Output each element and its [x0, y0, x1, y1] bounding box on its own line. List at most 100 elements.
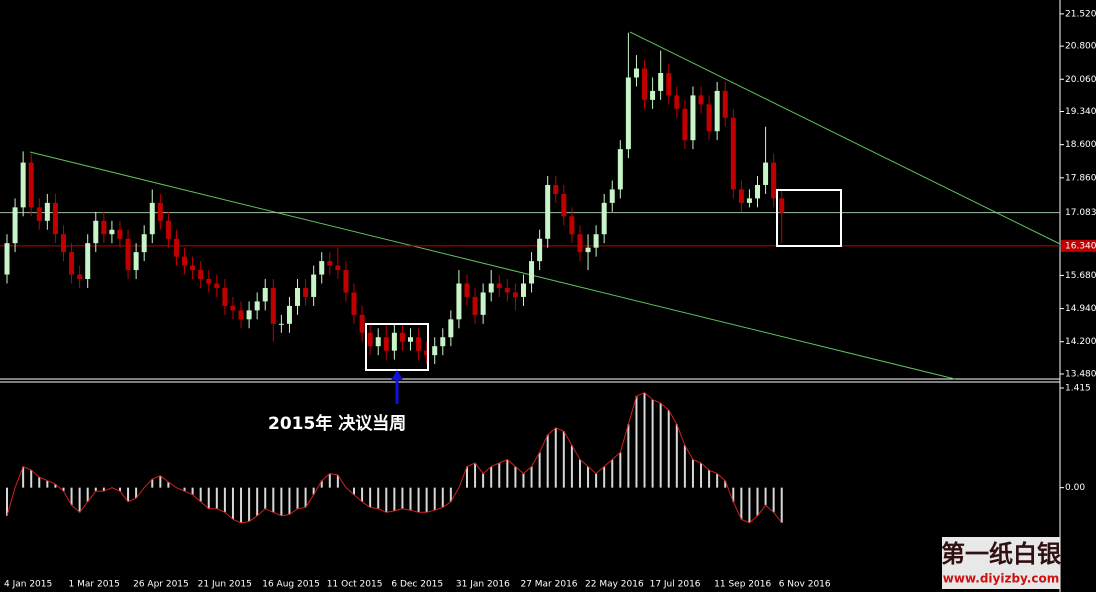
candle-body: [109, 229, 115, 235]
candle-body: [52, 202, 58, 235]
x-tick-label: 22 May 2016: [585, 580, 644, 590]
price-label: 17.083: [1065, 208, 1096, 218]
candle-body: [117, 229, 123, 239]
candle-body: [738, 189, 744, 203]
x-tick-label: 6 Dec 2015: [391, 580, 443, 590]
candle-body: [20, 162, 26, 208]
candle-body: [286, 305, 292, 324]
candle-body: [327, 261, 333, 266]
candle-body: [520, 283, 526, 297]
candle-body: [190, 265, 196, 271]
watermark-title: 第一纸白银: [941, 540, 1062, 568]
candle-body: [698, 95, 704, 105]
y-tick-label: 0.00: [1065, 483, 1085, 493]
candle-body: [85, 243, 91, 280]
candle-body: [674, 95, 680, 109]
y-tick-label: 20.060: [1065, 75, 1096, 85]
candle-body: [12, 207, 18, 244]
candle-body: [771, 162, 777, 199]
candle-body: [367, 332, 373, 347]
candle-body: [722, 90, 728, 118]
y-tick-label: 21.520: [1065, 9, 1096, 19]
candle-body: [779, 198, 785, 213]
candle-body: [714, 90, 720, 132]
watermark-url: www.diyizby.com: [943, 572, 1059, 586]
trend-line: [29, 151, 956, 380]
candle-body: [182, 256, 188, 266]
x-tick-label: 16 Aug 2015: [262, 580, 320, 590]
candle-body: [165, 220, 171, 239]
candle-body: [383, 337, 389, 351]
x-tick-label: 1 Mar 2015: [69, 580, 120, 590]
candle-body: [335, 265, 341, 271]
candle-body: [28, 162, 34, 208]
price-label-bg: [1061, 206, 1096, 219]
candle-body: [706, 104, 712, 132]
price-label-bg: [1061, 239, 1096, 252]
candle-body: [69, 252, 75, 275]
candle-body: [690, 95, 696, 141]
candle-body: [4, 243, 10, 275]
candle-body: [149, 202, 155, 235]
candle-body: [561, 193, 567, 217]
y-tick-label: 17.860: [1065, 173, 1096, 183]
y-tick-label: 20.800: [1065, 42, 1096, 52]
candle-body: [593, 234, 599, 248]
candle-body: [416, 337, 422, 351]
x-tick-label: 27 Mar 2016: [520, 580, 577, 590]
y-tick-label: 15.680: [1065, 271, 1096, 281]
candle-body: [448, 319, 454, 338]
candle-body: [60, 234, 66, 253]
candle-body: [432, 346, 438, 356]
candle-body: [617, 149, 623, 190]
candle-body: [295, 287, 301, 306]
candle-body: [529, 261, 535, 284]
candle-body: [230, 305, 236, 311]
candle-body: [666, 73, 672, 96]
candle-body: [359, 314, 365, 333]
candle-body: [246, 310, 252, 320]
candle-body: [658, 73, 664, 91]
candle-body: [408, 337, 413, 342]
candle-body: [375, 337, 381, 347]
candle-body: [101, 220, 107, 235]
candle-body: [682, 108, 688, 141]
candle-body: [512, 292, 518, 297]
candle-body: [311, 274, 317, 297]
x-tick-label: 11 Oct 2015: [327, 580, 383, 590]
candle-body: [343, 270, 349, 293]
x-tick-label: 26 Apr 2015: [133, 580, 189, 590]
candle-body: [173, 238, 179, 257]
x-tick-label: 4 Jan 2015: [4, 580, 52, 590]
candle-body: [553, 184, 559, 194]
y-tick-label: 18.600: [1065, 140, 1096, 150]
candle-body: [650, 90, 656, 100]
candle-body: [730, 117, 736, 190]
trend-line: [629, 31, 1061, 245]
candle-body: [609, 189, 615, 203]
x-tick-label: 31 Jan 2016: [456, 580, 510, 590]
candle-body: [391, 332, 397, 351]
candle-body: [222, 287, 228, 306]
candle-body: [351, 292, 357, 315]
candle-body: [440, 337, 446, 347]
candle-body: [198, 270, 204, 280]
candle-body: [456, 283, 462, 320]
candle-body: [77, 274, 83, 280]
x-tick-label: 6 Nov 2016: [779, 580, 831, 590]
y-tick-label: 19.340: [1065, 107, 1096, 117]
candle-body: [238, 310, 244, 320]
candle-body: [545, 184, 551, 239]
candle-body: [424, 350, 430, 356]
candle-body: [496, 283, 502, 288]
candle-body: [214, 283, 220, 288]
price-label: 16.340: [1065, 241, 1096, 251]
candle-body: [44, 202, 50, 221]
candle-body: [642, 68, 648, 100]
y-tick-label: 13.480: [1065, 369, 1096, 379]
y-tick-label: 14.940: [1065, 304, 1096, 314]
candle-body: [488, 283, 494, 293]
candle-body: [270, 287, 276, 324]
candle-body: [319, 261, 325, 275]
